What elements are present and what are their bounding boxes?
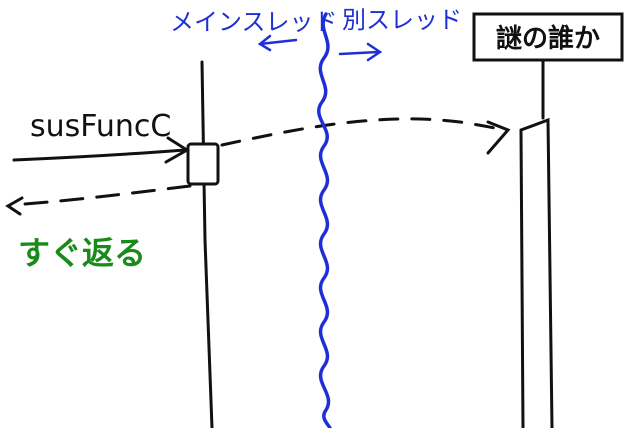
other-thread-label: 別スレッド [342,6,462,34]
call-arrow [12,148,187,162]
async-arrowhead [486,120,511,155]
return-arrow [10,184,192,207]
main-thread-activation [186,142,220,186]
other-thread-direction-arrow [338,50,380,56]
unknown-actor-box [472,12,624,62]
main-thread-direction-arrowhead [257,34,272,52]
call-arrowhead [164,136,190,164]
unknown-actor-activation [519,117,554,428]
main-thread-label: メインスレッド [170,8,338,36]
thread-separator [317,12,332,428]
other-thread-direction-arrowhead [366,42,383,62]
main-thread-lifeline [200,60,214,428]
function-call-label: susFuncC [30,109,171,144]
async-arrow [220,117,507,147]
main-thread-direction-arrow [258,38,298,46]
return-arrowhead [5,196,24,216]
returns-immediately-label: すぐ返る [18,234,146,272]
unknown-actor-label: 謎の誰か [496,23,600,54]
